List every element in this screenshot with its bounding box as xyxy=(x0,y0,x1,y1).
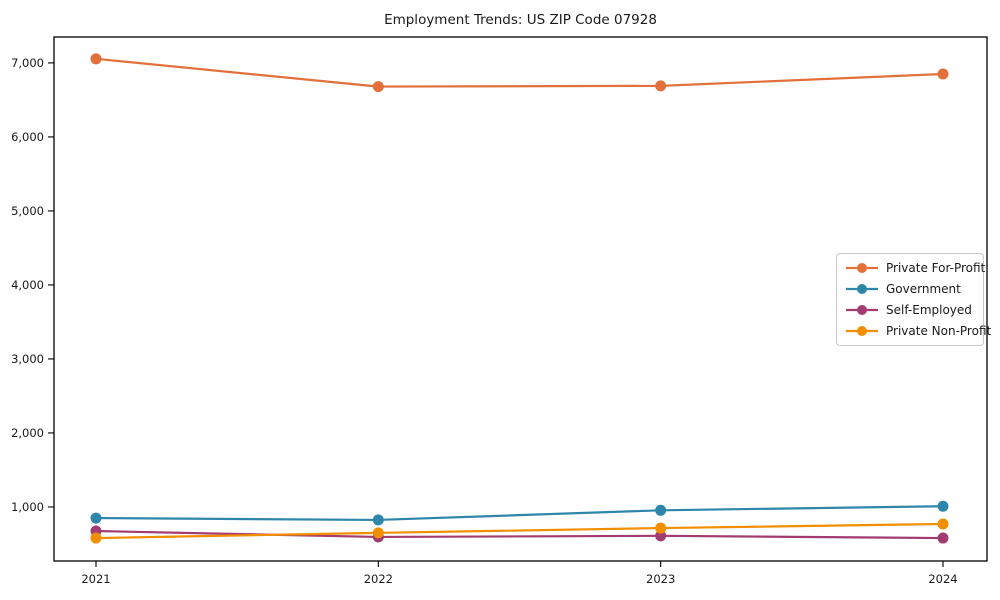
x-tick-label: 2023 xyxy=(646,572,675,586)
y-tick-label: 4,000 xyxy=(11,278,44,292)
data-point-government xyxy=(937,500,949,512)
chart-title: Employment Trends: US ZIP Code 07928 xyxy=(384,12,657,28)
data-point-self-employed xyxy=(655,530,667,542)
data-point-private-for-profit xyxy=(372,81,384,93)
legend-label: Private For-Profit xyxy=(886,260,986,275)
x-tick-label: 2021 xyxy=(81,572,110,586)
legend-line-marker-icon xyxy=(845,324,879,338)
data-point-private-non-profit xyxy=(90,532,102,544)
legend-label: Self-Employed xyxy=(886,303,972,318)
y-tick-label: 2,000 xyxy=(11,426,44,440)
legend: Private For-Profit Government Self-Employe… xyxy=(836,253,991,346)
x-tick-label: 2022 xyxy=(364,572,393,586)
data-point-private-for-profit xyxy=(90,53,102,65)
data-point-private-non-profit xyxy=(655,522,667,534)
data-point-government xyxy=(372,514,384,526)
legend-line-marker-icon xyxy=(845,303,879,317)
series-line-government xyxy=(95,505,944,522)
legend-item-government: Government xyxy=(845,279,977,298)
data-point-private-for-profit xyxy=(937,68,949,80)
series-line-private-non-profit xyxy=(95,522,944,540)
y-tick-label: 6,000 xyxy=(11,130,44,144)
legend-item-self-employed: Self-Employed xyxy=(845,301,977,320)
y-tick-label: 3,000 xyxy=(11,352,44,366)
data-point-private-non-profit xyxy=(937,518,949,530)
legend-item-private-for-profit: Private For-Profit xyxy=(845,258,985,277)
data-point-government xyxy=(655,504,667,516)
legend-label: Government xyxy=(886,281,961,296)
series-line-self-employed xyxy=(95,529,944,540)
plot-border xyxy=(53,36,988,562)
data-point-government xyxy=(90,512,102,524)
x-tick-label: 2024 xyxy=(928,572,957,586)
data-point-private-non-profit xyxy=(372,527,384,539)
legend-line-marker-icon xyxy=(845,282,879,296)
y-tick-label: 1,000 xyxy=(11,500,44,514)
legend-item-private-non-profit: Private Non-Profit xyxy=(845,322,991,341)
data-point-private-for-profit xyxy=(655,80,667,92)
data-point-self-employed xyxy=(937,532,949,544)
series-line-private-for-profit xyxy=(95,57,944,88)
y-tick-label: 7,000 xyxy=(11,56,44,70)
legend-label: Private Non-Profit xyxy=(886,324,992,339)
legend-line-marker-icon xyxy=(845,261,879,275)
y-tick-label: 5,000 xyxy=(11,204,44,218)
